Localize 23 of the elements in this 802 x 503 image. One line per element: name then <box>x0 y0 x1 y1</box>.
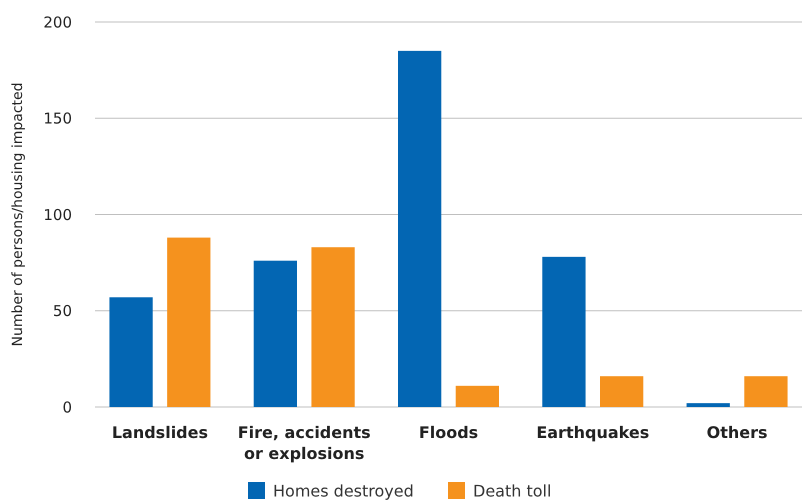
y-tick-label: 200 <box>43 13 72 32</box>
bar <box>456 386 499 407</box>
bar <box>254 260 297 407</box>
y-tick-label: 150 <box>43 110 72 128</box>
y-axis-title: Number of persons/housing impacted <box>10 82 26 347</box>
x-tick-label: Landslides <box>112 423 208 442</box>
x-tick-label: Fire, accidents or explosions <box>238 423 371 463</box>
legend-label: Homes destroyed <box>273 482 414 501</box>
y-tick-label: 0 <box>62 398 72 416</box>
bar <box>398 50 442 407</box>
x-tick-label: Floods <box>418 423 478 442</box>
bar <box>311 247 355 407</box>
x-tick-label: Earthquakes <box>536 423 650 442</box>
bar <box>167 238 210 407</box>
bar <box>600 376 644 407</box>
bar <box>686 403 730 407</box>
bar <box>542 256 586 407</box>
bar <box>109 297 153 407</box>
x-tick-label: Others <box>706 423 768 442</box>
legend-label: Death toll <box>473 482 552 501</box>
bar <box>744 376 788 407</box>
y-tick-label: 50 <box>52 302 72 320</box>
y-tick-label: 100 <box>43 206 72 224</box>
